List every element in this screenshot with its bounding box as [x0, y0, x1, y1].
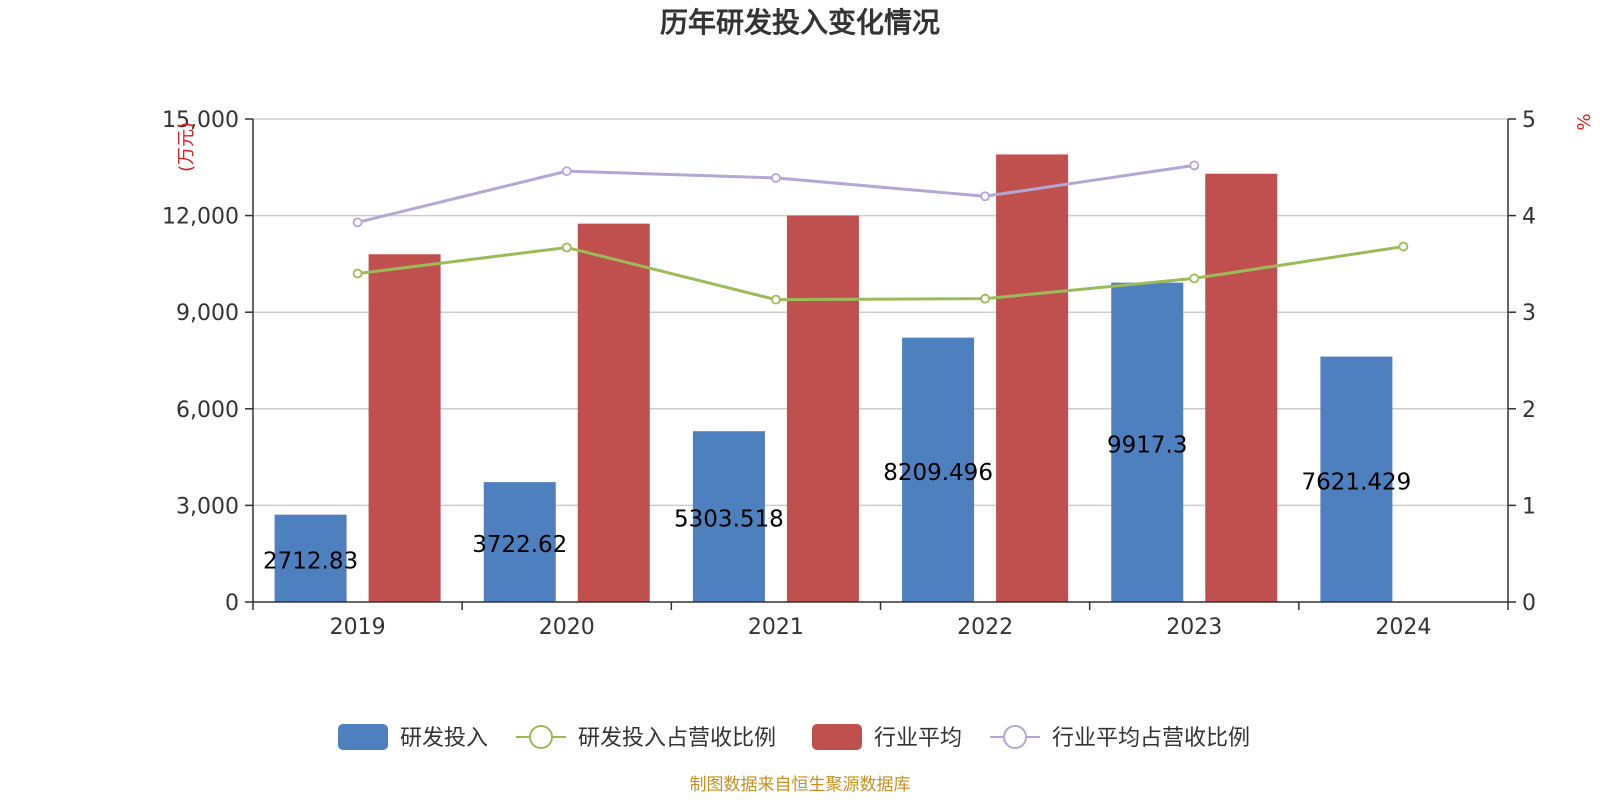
bar — [274, 514, 347, 602]
bars — [274, 154, 1393, 603]
y-right-tick-label: 4 — [1522, 205, 1536, 230]
y-left-tick-label: 6,000 — [176, 398, 239, 423]
bar — [1111, 282, 1184, 602]
legend-label: 行业平均占营收比例 — [1052, 726, 1250, 751]
bar-data-label: 7621.429 — [1302, 469, 1412, 495]
series-point — [980, 293, 990, 304]
legend-swatch — [812, 724, 862, 750]
axes: 0 0 3,000 1 6,000 2 9,000 3 12,000 4 15,000 5 2019 20… — [162, 108, 1536, 640]
series-point — [561, 166, 572, 177]
legend: 研发投入 研发投入占营收比例 行业平均 行业平均占营收比例 — [338, 724, 1250, 751]
y-right-tick-label: 3 — [1522, 301, 1536, 326]
x-tick-label: 2020 — [539, 615, 595, 640]
y-left-tick-label: 0 — [225, 591, 239, 616]
y-left-tick-label: 12,000 — [162, 205, 239, 230]
bar-data-label: 3722.62 — [472, 532, 567, 558]
lines — [352, 160, 1409, 305]
bar — [692, 431, 765, 602]
legend-swatch — [338, 724, 388, 750]
bar — [786, 215, 859, 602]
grid-lines — [253, 118, 1508, 507]
y-left-tick-label: 3,000 — [176, 494, 239, 519]
bar — [902, 337, 975, 602]
y-right-tick-label: 2 — [1522, 398, 1536, 423]
bar — [483, 482, 556, 602]
y-left-unit: (万元) — [176, 122, 197, 172]
legend-marker — [1003, 725, 1027, 749]
x-tick-label: 2019 — [330, 615, 386, 640]
y-right-tick-label: 5 — [1522, 108, 1536, 133]
legend-label: 研发投入 — [400, 726, 488, 751]
series-point — [352, 217, 363, 228]
data-labels: 2712.83 3722.62 5303.518 8209.496 9917.3 7621… — [263, 432, 1411, 574]
series-point — [561, 242, 572, 253]
chart-title: 历年研发投入变化情况 — [660, 6, 940, 39]
x-tick-label: 2022 — [957, 615, 1013, 640]
series-point — [1189, 160, 1200, 171]
bar — [577, 223, 650, 602]
bar-data-label: 2712.83 — [263, 548, 358, 574]
bar-data-label: 8209.496 — [883, 460, 993, 486]
series-point — [352, 268, 363, 279]
series-point — [1398, 241, 1409, 252]
bar — [368, 254, 441, 603]
x-tick-label: 2021 — [748, 615, 804, 640]
bar — [996, 154, 1069, 603]
bar — [1320, 356, 1393, 602]
series-point — [771, 294, 781, 305]
series-line — [357, 245, 1404, 302]
series-point — [1189, 273, 1200, 284]
y-left-tick-label: 9,000 — [176, 301, 239, 326]
y-right-tick-label: 0 — [1522, 591, 1536, 616]
y-left-tick-label: 15,000 — [162, 108, 239, 133]
x-tick-label: 2024 — [1375, 615, 1431, 640]
legend-label: 行业平均 — [874, 726, 962, 751]
series-point — [980, 191, 990, 202]
series-point — [771, 173, 781, 183]
legend-marker — [529, 725, 553, 749]
x-tick-label: 2023 — [1166, 615, 1222, 640]
source-note: 制图数据来自恒生聚源数据库 — [690, 775, 911, 795]
bar-data-label: 5303.518 — [674, 507, 784, 533]
bar-data-label: 9917.3 — [1107, 432, 1187, 458]
bar — [1205, 173, 1278, 603]
y-right-tick-label: 1 — [1522, 494, 1536, 519]
legend-label: 研发投入占营收比例 — [578, 726, 776, 751]
y-right-unit: % — [1574, 113, 1595, 130]
